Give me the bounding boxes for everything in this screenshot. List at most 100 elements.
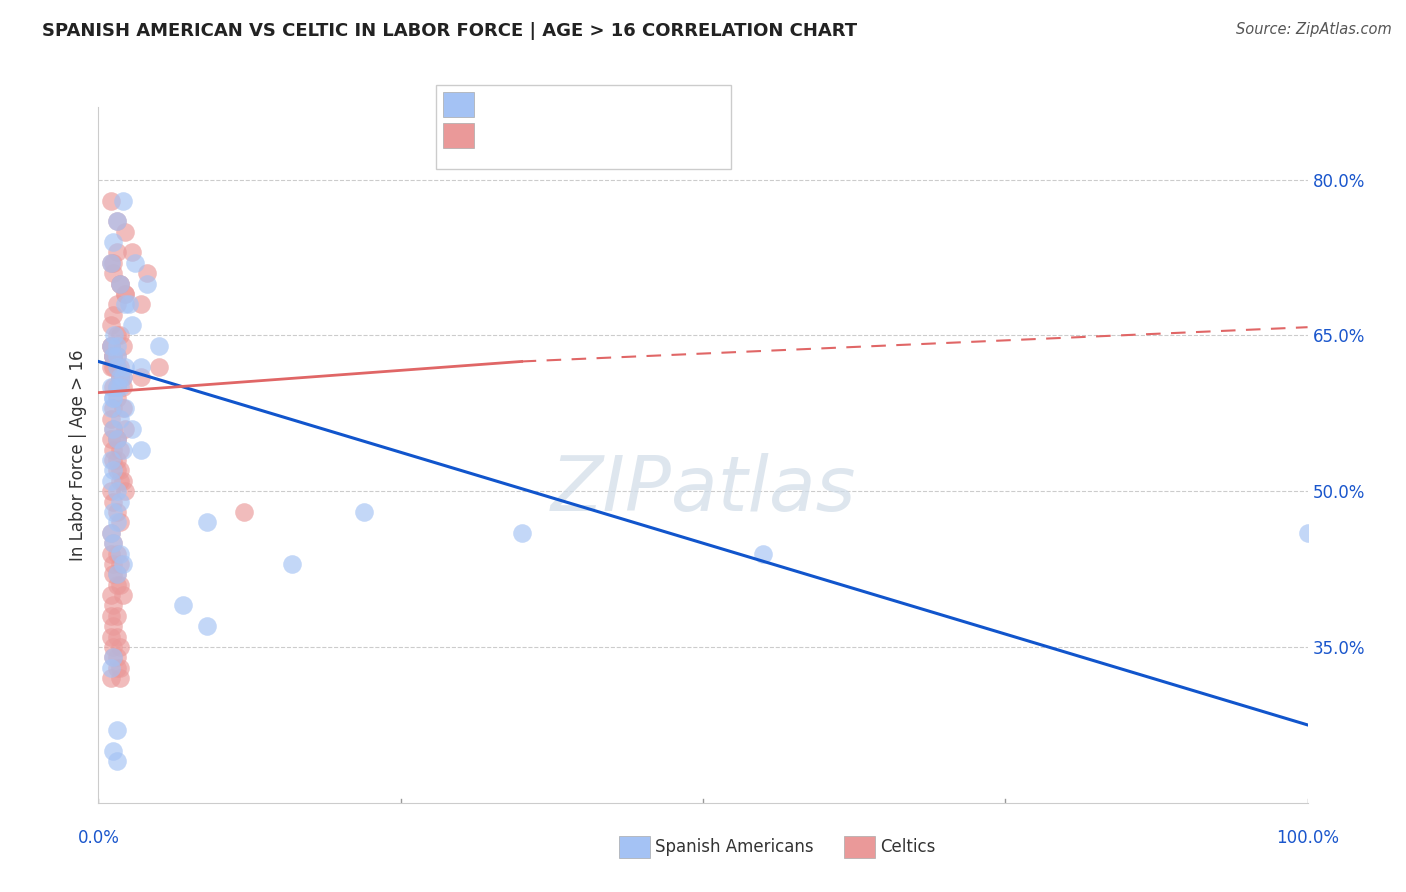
Point xyxy=(105,608,128,623)
Point xyxy=(100,339,122,353)
Point xyxy=(105,297,128,311)
Point xyxy=(101,640,124,654)
Point xyxy=(101,536,124,550)
Point xyxy=(100,256,122,270)
Text: Source: ZipAtlas.com: Source: ZipAtlas.com xyxy=(1236,22,1392,37)
Point xyxy=(195,619,218,633)
Point xyxy=(111,194,134,208)
Point xyxy=(108,411,131,425)
Point xyxy=(100,525,122,540)
Point xyxy=(108,380,131,394)
Point xyxy=(105,484,128,499)
Point xyxy=(108,474,131,488)
Point xyxy=(105,349,128,363)
Point xyxy=(105,214,128,228)
Point xyxy=(101,380,124,394)
Point xyxy=(100,339,122,353)
Point xyxy=(135,277,157,291)
Point xyxy=(129,297,152,311)
Point xyxy=(101,349,124,363)
Text: 0.019: 0.019 xyxy=(527,125,579,143)
Point xyxy=(105,567,128,582)
Point xyxy=(108,671,131,685)
Point xyxy=(101,422,124,436)
Point xyxy=(108,370,131,384)
Point xyxy=(100,671,122,685)
Point xyxy=(101,463,124,477)
Text: R =: R = xyxy=(485,125,522,143)
Point xyxy=(105,505,128,519)
Text: 59: 59 xyxy=(626,94,647,112)
Point xyxy=(111,588,134,602)
Point xyxy=(100,453,122,467)
Point xyxy=(105,339,128,353)
Point xyxy=(114,287,136,301)
Point xyxy=(100,433,122,447)
Point xyxy=(108,277,131,291)
Point xyxy=(105,547,128,561)
Point xyxy=(101,349,124,363)
Point xyxy=(101,619,124,633)
Point xyxy=(108,494,131,508)
Point xyxy=(105,380,128,394)
Point xyxy=(111,339,134,353)
Point xyxy=(108,277,131,291)
Point xyxy=(108,359,131,374)
Text: ZIPatlas: ZIPatlas xyxy=(550,453,856,526)
Point xyxy=(105,380,128,394)
Point xyxy=(100,194,122,208)
Point xyxy=(121,422,143,436)
Point xyxy=(101,422,124,436)
Point xyxy=(100,411,122,425)
Point xyxy=(101,442,124,457)
Point xyxy=(101,401,124,416)
Point xyxy=(105,245,128,260)
Point xyxy=(100,318,122,332)
Point xyxy=(105,630,128,644)
Point xyxy=(105,754,128,768)
Point xyxy=(148,339,170,353)
Point xyxy=(108,277,131,291)
Point xyxy=(101,505,124,519)
Point xyxy=(100,588,122,602)
Point xyxy=(100,547,122,561)
Point xyxy=(111,474,134,488)
Point xyxy=(114,287,136,301)
Point xyxy=(114,225,136,239)
Point xyxy=(100,339,122,353)
Point xyxy=(114,422,136,436)
Point xyxy=(108,516,131,530)
Point xyxy=(105,433,128,447)
Point xyxy=(101,349,124,363)
Point xyxy=(111,442,134,457)
Point xyxy=(100,401,122,416)
Point xyxy=(108,370,131,384)
Point xyxy=(101,567,124,582)
Point xyxy=(100,661,122,675)
Point xyxy=(105,391,128,405)
Point xyxy=(108,578,131,592)
Point xyxy=(172,599,194,613)
Point xyxy=(100,256,122,270)
Y-axis label: In Labor Force | Age > 16: In Labor Force | Age > 16 xyxy=(69,349,87,561)
Point xyxy=(195,516,218,530)
Point xyxy=(105,214,128,228)
Point xyxy=(105,516,128,530)
Point xyxy=(105,349,128,363)
Point xyxy=(101,308,124,322)
Point xyxy=(101,453,124,467)
Point xyxy=(101,391,124,405)
Point xyxy=(100,525,122,540)
Point xyxy=(281,557,304,571)
Point xyxy=(108,463,131,477)
Point xyxy=(101,599,124,613)
Point xyxy=(111,557,134,571)
Point xyxy=(111,380,134,394)
Text: R =: R = xyxy=(485,94,522,112)
Text: 100.0%: 100.0% xyxy=(1277,829,1339,847)
Text: Celtics: Celtics xyxy=(880,838,935,856)
Point xyxy=(101,557,124,571)
Text: N =: N = xyxy=(585,125,633,143)
Point xyxy=(108,640,131,654)
Point xyxy=(108,442,131,457)
